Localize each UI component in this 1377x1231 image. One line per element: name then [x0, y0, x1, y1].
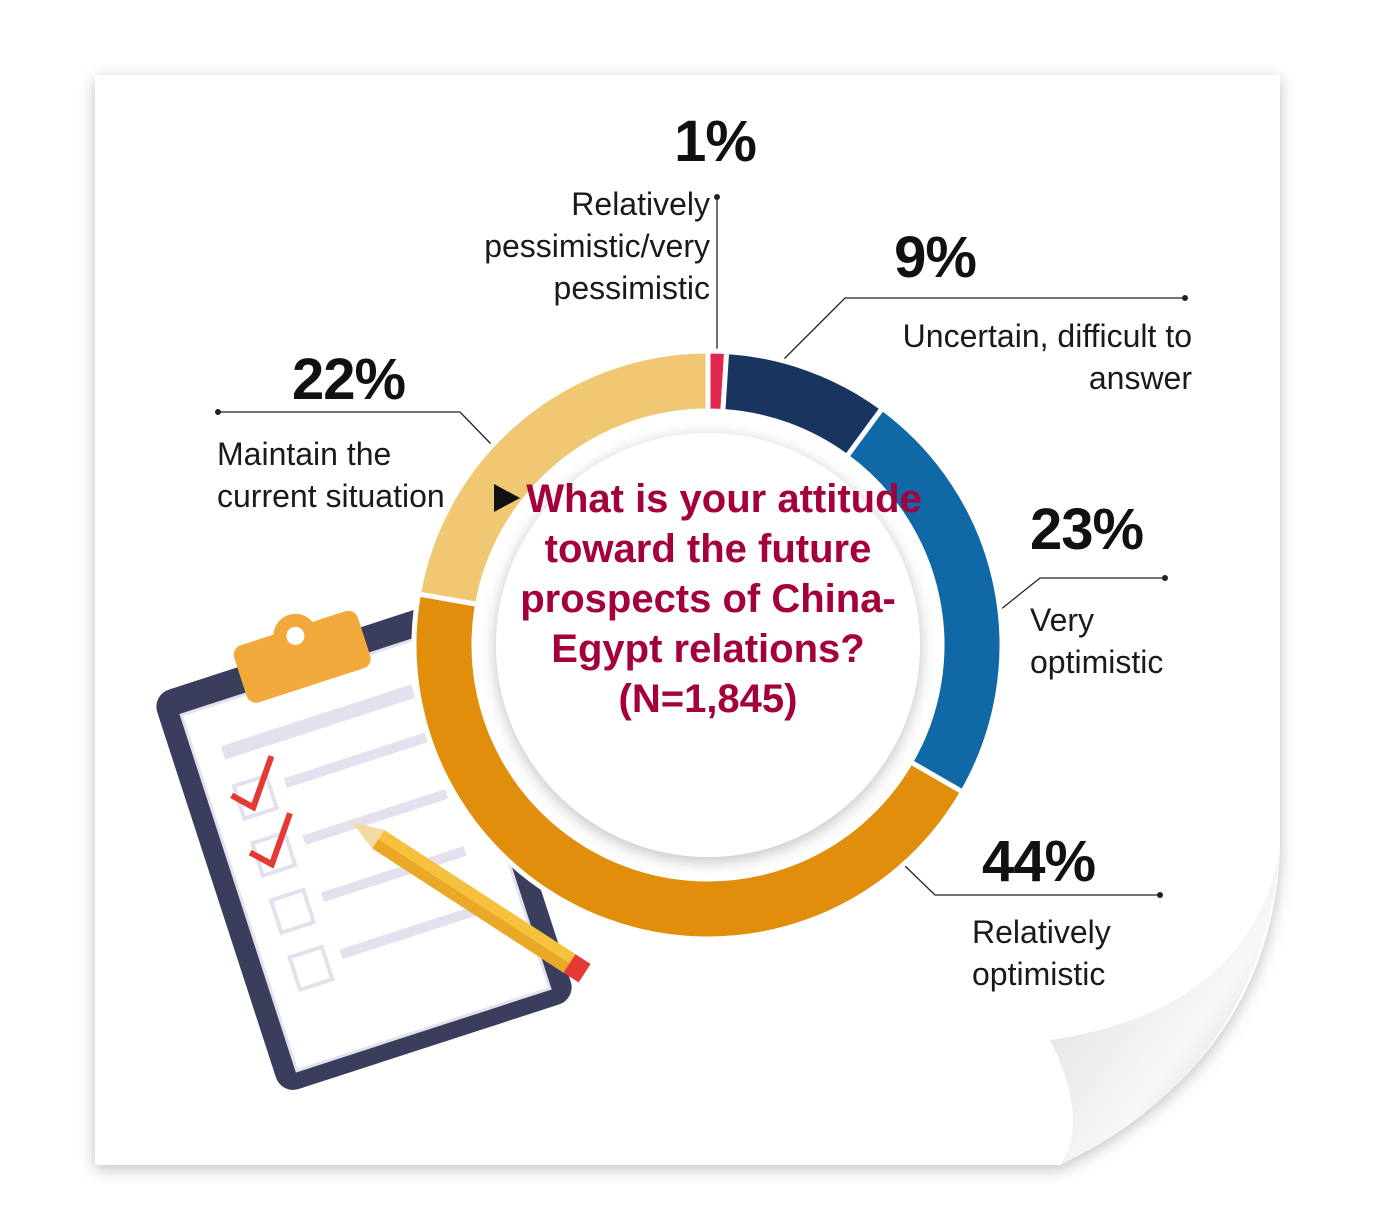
leaders	[218, 197, 1185, 896]
donut	[411, 348, 1005, 942]
value-label: 22%	[292, 347, 406, 412]
value-label: 1%	[674, 109, 757, 174]
category-label: Maintain the current situation	[217, 436, 445, 514]
category-label: Uncertain, difficult to answer	[902, 318, 1192, 396]
paper-curl	[1050, 850, 1280, 1165]
category-label: Very optimistic	[1030, 602, 1164, 680]
value-label: 9%	[894, 225, 977, 290]
category-label: Relatively pessimistic/very pessimistic	[484, 186, 710, 306]
donut-segment	[411, 591, 967, 942]
value-label: 44%	[982, 829, 1096, 894]
chart-title: What is your attitude toward the future …	[488, 474, 928, 724]
category-label: Relatively optimistic	[972, 914, 1111, 992]
value-label: 23%	[1030, 497, 1144, 562]
pencil	[351, 821, 591, 983]
leader-dots	[215, 194, 1188, 898]
